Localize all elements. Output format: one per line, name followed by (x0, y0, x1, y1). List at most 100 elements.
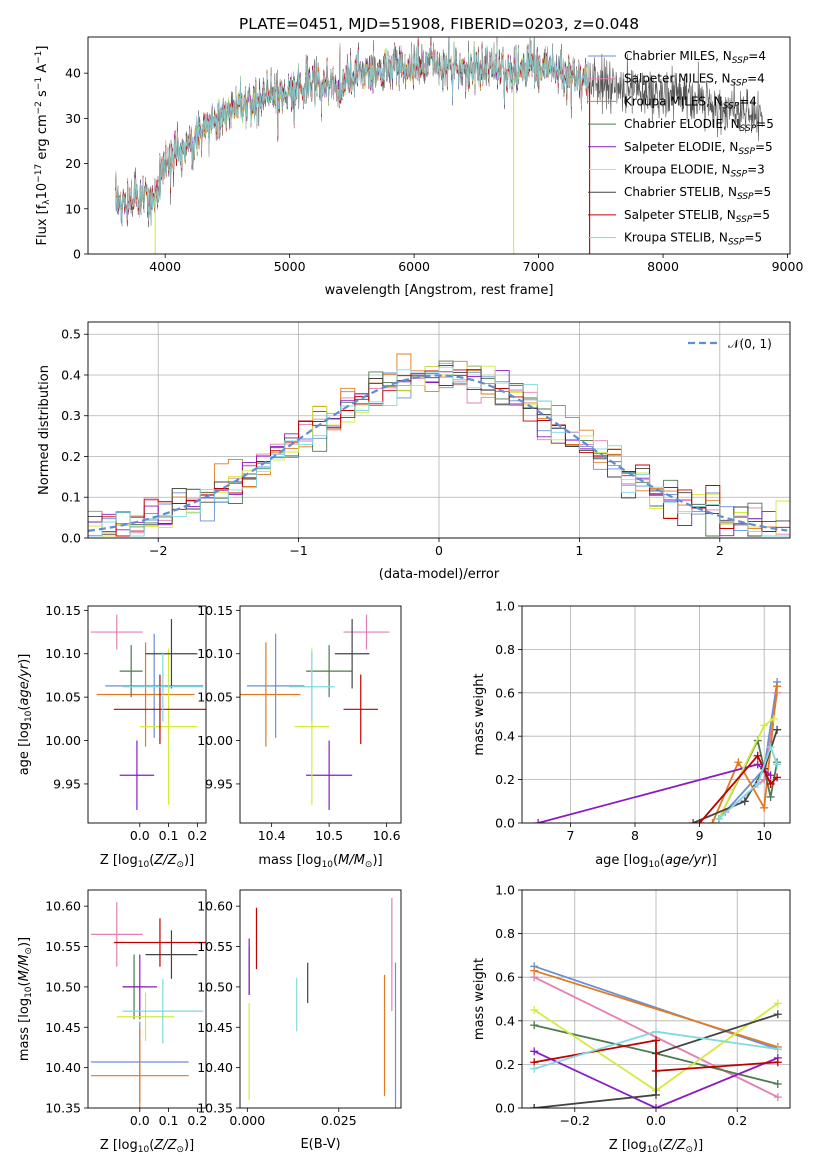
label-part: )] (184, 1138, 194, 1153)
y-tick-label: 10.35 (197, 1101, 233, 1116)
weight-marker (773, 1058, 782, 1067)
chart-title: PLATE=0451, MJD=51908, FIBERID=0203, z=0… (239, 15, 639, 33)
y-tick-label: 10.05 (197, 690, 233, 705)
y-axis-label: Normed distribution (37, 365, 52, 495)
weight-line-salpeter_stelib (698, 754, 778, 823)
panel-mass_age: 10.4 10.5 10.6 9.95 10.00 10.05 10.10 10.15 mass… (197, 603, 402, 870)
x-axis-label: Z [log10(Z/Z⊙)] (100, 1138, 194, 1155)
weight-marker (695, 819, 704, 823)
weight-marker (530, 966, 539, 975)
x-tick-label: 10.5 (315, 828, 343, 843)
label-part: =5 (755, 140, 773, 154)
weight-line-kroupa_stelib (718, 744, 778, 820)
label-part: SSP (740, 124, 757, 134)
y-tick-label: 0.6 (495, 685, 515, 700)
x-tick-label: 0.000 (229, 1113, 265, 1128)
y-tick-label: 9.95 (53, 776, 81, 791)
x-tick-label: 0.025 (321, 1113, 357, 1128)
label-part: )] (17, 937, 32, 947)
weight-marker (530, 1064, 539, 1073)
y-tick-label: 10.60 (45, 899, 81, 914)
weight-marker (766, 743, 775, 752)
weight-marker (708, 819, 717, 823)
weight-line-salpeter_elodie (533, 1050, 779, 1108)
x-axis-label: wavelength [Angstrom, rest frame] (325, 283, 554, 298)
label-part: 10 (138, 860, 150, 870)
spectrum-line-kroupa_elodie (115, 37, 589, 222)
weight-marker (753, 751, 762, 760)
axes-frame (87, 36, 791, 255)
label-part: 10 (138, 1145, 150, 1155)
label-part: Z/Z (153, 853, 177, 868)
y-tick-label: 1.0 (495, 599, 515, 614)
label-part: Chabrier MILES, N (624, 49, 732, 63)
x-tick-label: 7000 (523, 259, 555, 274)
label-part: )] (693, 1138, 703, 1153)
label-part: −17 (34, 164, 44, 183)
y-tick-label: 10.00 (197, 733, 233, 748)
y-tick-label: 9.95 (205, 776, 233, 791)
x-tick-label: 0.1 (159, 828, 179, 843)
label-part: SSP (737, 192, 754, 202)
legend-label: Salpeter ELODIE, NSSP=5 (624, 140, 773, 157)
x-tick-label: 8000 (647, 259, 679, 274)
label-part: ⊙ (176, 1145, 184, 1155)
weight-marker (773, 682, 782, 691)
weight-marker (689, 819, 698, 823)
label-part: λ (42, 199, 52, 205)
x-tick-label: 7 (566, 828, 574, 843)
plot-area (240, 614, 390, 810)
x-tick-label: 0 (435, 543, 443, 558)
weight-marker (773, 1080, 782, 1089)
x-tick-label: 0.1 (159, 1113, 179, 1128)
x-tick-label: 0.0 (130, 1113, 150, 1128)
label-part: =5 (744, 231, 762, 245)
weight-marker (766, 771, 775, 780)
panel-spectrum: 4000 5000 6000 7000 8000 9000 0 10 20 30 40 PLATE=0… (34, 15, 803, 298)
y-tick-label: 40 (65, 66, 81, 81)
axes-frame (87, 321, 791, 539)
x-axis-label: E(B-V) (300, 1137, 340, 1152)
weight-marker (766, 779, 775, 788)
weight-marker (530, 1005, 539, 1014)
weight-marker (652, 1027, 660, 1036)
weight-marker (773, 999, 782, 1008)
label-part: =5 (756, 117, 774, 131)
label-part: SSP (736, 215, 753, 225)
x-tick-label: −0.2 (560, 1113, 590, 1128)
x-tick-label: 10.4 (258, 828, 286, 843)
y-tick-label: 0.2 (495, 1057, 515, 1072)
y-axis-label: mass weight (472, 958, 487, 1040)
axes-frame (239, 889, 402, 1109)
x-tick-label: 1 (575, 543, 583, 558)
label-part: )] (17, 654, 32, 664)
label-part: =3 (747, 163, 765, 177)
label-part: )] (184, 853, 194, 868)
label-part: Salpeter STELIB, N (624, 208, 736, 222)
y-tick-label: 10.45 (197, 1020, 233, 1035)
x-tick-label: 9000 (772, 259, 804, 274)
plot-area (534, 677, 782, 823)
label-part: −2 (34, 101, 44, 114)
axes-frame (239, 605, 402, 824)
weight-line-chabrier_miles (533, 965, 779, 1050)
weight-marker (652, 1090, 660, 1099)
weight-marker (534, 819, 543, 823)
x-tick-label: 10 (756, 828, 772, 843)
weight-marker (760, 803, 769, 812)
y-tick-label: 0.0 (61, 531, 81, 546)
y-tick-label: 0.1 (61, 490, 81, 505)
histogram-chabrier_stelib (88, 368, 790, 537)
label-part: =4 (747, 72, 765, 86)
label-part: Z [log (609, 1138, 647, 1153)
weight-marker (753, 760, 762, 769)
weight-marker (760, 721, 769, 730)
y-tick-label: 10.40 (45, 1060, 81, 1075)
label-part: Z [log (100, 1138, 138, 1153)
label-part: 10 (322, 860, 334, 870)
label-part: SSP (738, 147, 755, 157)
weight-marker (773, 760, 782, 769)
y-axis-label: age [log10(age/yr)] (17, 654, 34, 776)
y-tick-label: 0.0 (495, 816, 515, 831)
